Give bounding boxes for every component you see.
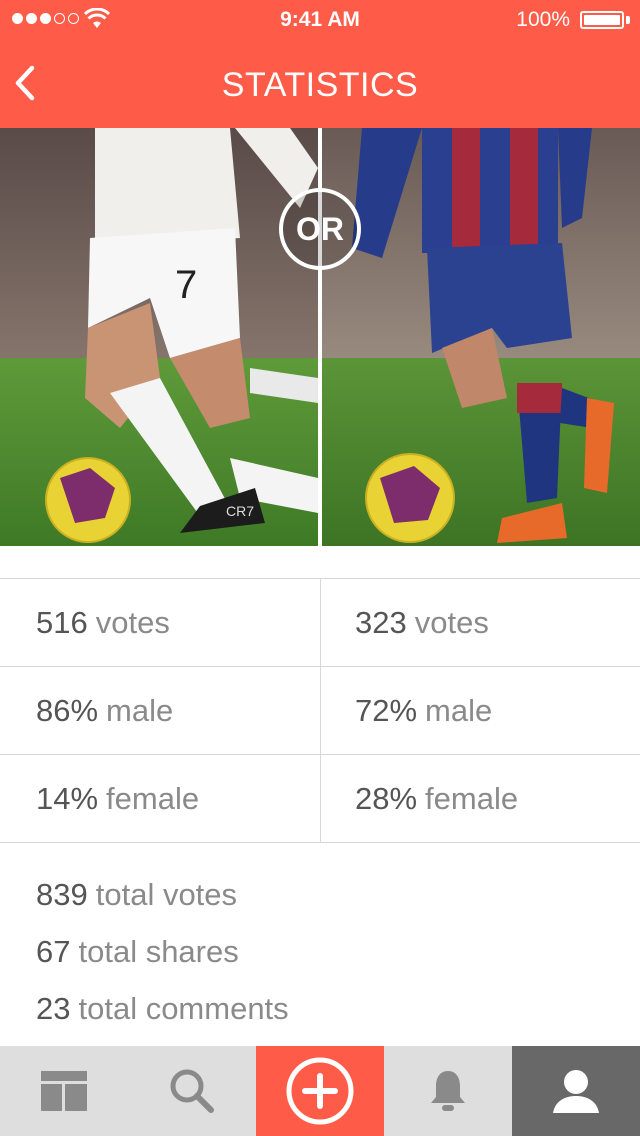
right-female-label: female — [425, 780, 519, 816]
total-votes-label: total votes — [95, 876, 238, 912]
male-row: 86% male 72% male — [0, 667, 640, 755]
or-badge: OR — [279, 188, 361, 270]
right-option-image[interactable] — [322, 128, 640, 546]
battery-percent: 100% — [516, 8, 570, 31]
right-male: 72% male — [320, 667, 640, 754]
tab-profile[interactable] — [512, 1046, 640, 1136]
right-female-value: 28% — [355, 780, 418, 816]
comparison-photos: 7 CR7 — [0, 128, 640, 546]
search-icon — [170, 1069, 214, 1113]
status-bar: 9:41 AM 100% — [0, 0, 640, 40]
feed-icon — [41, 1071, 87, 1111]
tab-notifications[interactable] — [384, 1046, 512, 1136]
status-time: 9:41 AM — [280, 8, 360, 31]
header-bar: 9:41 AM 100% STATISTICS — [0, 0, 640, 128]
total-votes: 839 total votes — [36, 866, 289, 923]
tab-feed[interactable] — [0, 1046, 128, 1136]
total-shares-value: 67 — [36, 933, 71, 969]
page-title: STATISTICS — [221, 66, 419, 104]
left-female-label: female — [106, 780, 200, 816]
right-male-value: 72% — [355, 692, 418, 728]
total-votes-value: 839 — [36, 876, 88, 912]
tab-add[interactable] — [256, 1046, 384, 1136]
right-votes-label: votes — [414, 604, 489, 640]
profile-icon — [553, 1070, 599, 1113]
right-votes: 323 votes — [320, 579, 640, 666]
battery-icon — [580, 11, 624, 29]
female-row: 14% female 28% female — [0, 755, 640, 843]
left-female: 14% female — [0, 755, 320, 842]
tab-search[interactable] — [128, 1046, 256, 1136]
add-icon — [286, 1057, 354, 1125]
total-comments-value: 23 — [36, 990, 71, 1026]
total-shares: 67 total shares — [36, 923, 289, 980]
svg-text:7: 7 — [175, 263, 197, 307]
votes-row: 516 votes 323 votes — [0, 579, 640, 667]
svg-text:CR7: CR7 — [226, 503, 254, 519]
total-comments-label: total comments — [78, 990, 289, 1026]
left-male-label: male — [106, 692, 174, 728]
right-male-label: male — [425, 692, 493, 728]
total-shares-label: total shares — [78, 933, 239, 969]
left-female-value: 14% — [36, 780, 99, 816]
left-votes-value: 516 — [36, 604, 88, 640]
right-votes-value: 323 — [355, 604, 407, 640]
totals-section: 839 total votes 67 total shares 23 total… — [36, 866, 289, 1037]
left-option-image[interactable]: 7 CR7 — [0, 128, 318, 546]
wifi-icon — [84, 8, 110, 28]
left-male-value: 86% — [36, 692, 99, 728]
left-votes-label: votes — [95, 604, 170, 640]
back-button[interactable] — [10, 62, 50, 106]
left-male: 86% male — [0, 667, 320, 754]
left-votes: 516 votes — [0, 579, 320, 666]
stats-table: 516 votes 323 votes 86% male 72% male 14… — [0, 578, 640, 843]
bell-icon — [431, 1071, 465, 1111]
signal-strength-icon — [12, 13, 79, 24]
right-female: 28% female — [320, 755, 640, 842]
tab-bar — [0, 1046, 640, 1136]
total-comments: 23 total comments — [36, 980, 289, 1037]
